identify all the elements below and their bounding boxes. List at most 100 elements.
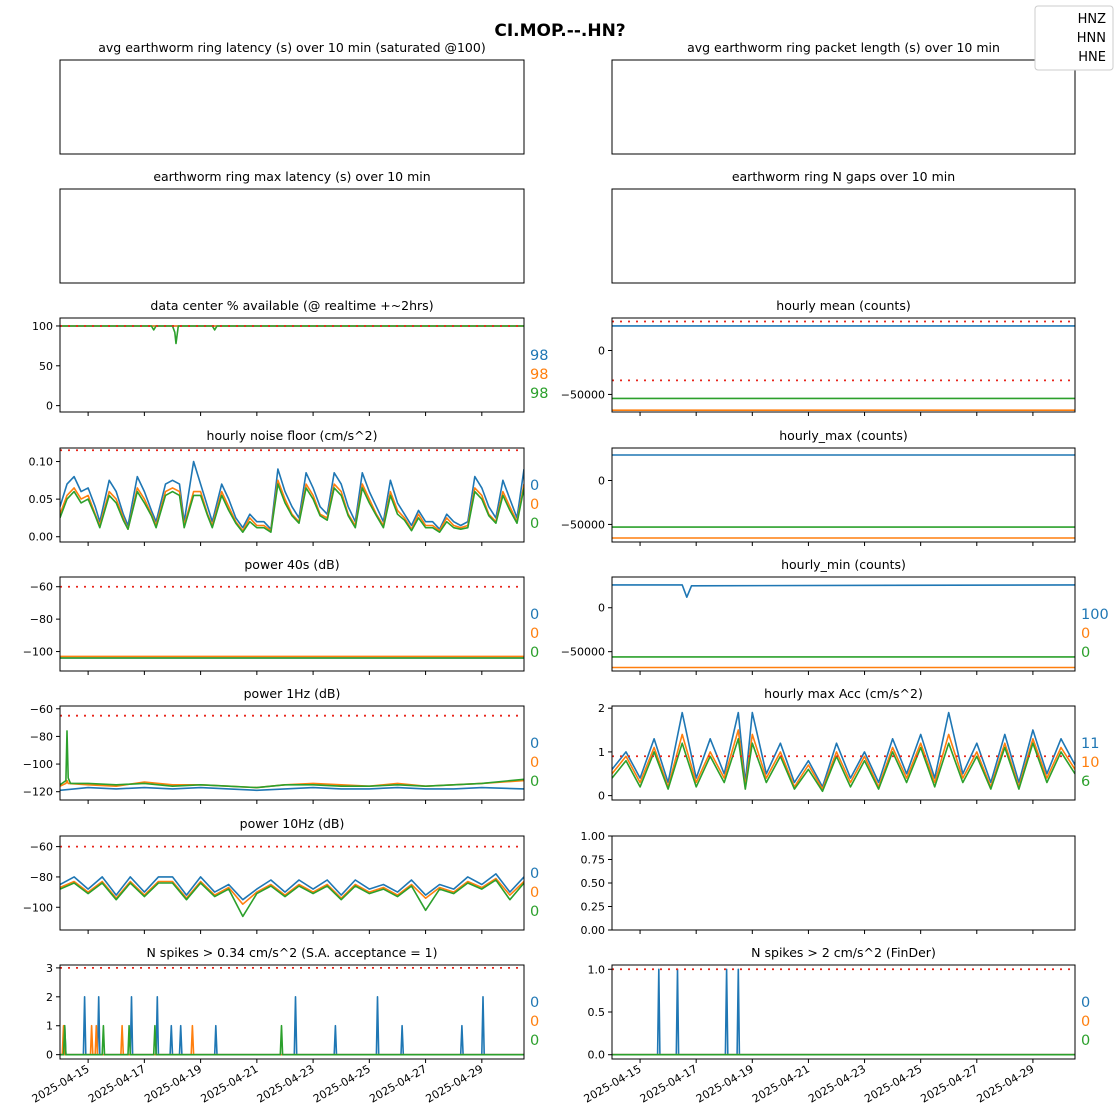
plot-area — [612, 320, 1075, 411]
side-value-hne: 0 — [1081, 645, 1090, 661]
panel-max-latency: earthworm ring max latency (s) over 10 m… — [59, 169, 525, 284]
panel-empty-panel: 0.00 0.25 0.50 0.75 1.00 — [581, 830, 1076, 937]
y-tick-label: −120 — [23, 786, 53, 799]
series-line-hnz — [612, 711, 1075, 788]
plot-frame — [611, 835, 1076, 931]
plot-area — [60, 714, 524, 792]
plot-area — [612, 454, 1075, 539]
plot-frame — [59, 705, 525, 801]
series-line-hne — [60, 879, 524, 918]
plot-area — [60, 845, 524, 918]
panel-title: hourly_max (counts) — [779, 428, 908, 443]
plot-area — [612, 968, 1075, 1056]
panel-title: data center % available (@ realtime +~2h… — [150, 298, 433, 313]
series-line-hnn — [612, 729, 1075, 790]
y-tick-label: 0.5 — [588, 1006, 606, 1019]
side-value-hnz: 0 — [530, 866, 539, 882]
plot-frame — [59, 835, 525, 931]
side-value-hnz: 100 — [1081, 607, 1109, 623]
y-tick-label: −50000 — [561, 518, 605, 531]
series-line-hnz — [60, 460, 524, 530]
panel-power-40s: power 40s (dB) −100 −80 −60 0 0 0 — [23, 557, 539, 675]
plot-frame — [611, 59, 1076, 155]
y-tick-label: −80 — [30, 613, 53, 626]
plot-frame — [59, 188, 525, 284]
panel-title: hourly mean (counts) — [776, 298, 910, 313]
plot-area — [60, 449, 524, 533]
y-tick-label: −60 — [30, 841, 53, 854]
side-value-hne: 0 — [530, 1033, 539, 1049]
panel-title: avg earthworm ring latency (s) over 10 m… — [98, 40, 485, 55]
y-tick-label: −100 — [23, 646, 53, 659]
y-tick-label: 1 — [598, 746, 605, 759]
y-tick-label: −60 — [30, 581, 53, 594]
y-tick-label: 1.00 — [581, 830, 606, 843]
legend-label-hnn: HNN — [1077, 31, 1106, 46]
plot-frame — [611, 964, 1076, 1060]
side-value-hnn: 0 — [1081, 626, 1090, 642]
plot-area — [60, 325, 524, 345]
panel-title: earthworm ring max latency (s) over 10 m… — [153, 169, 430, 184]
plot-frame — [611, 705, 1076, 801]
panel-power-10hz: power 10Hz (dB) −100 −80 −60 0 0 0 — [23, 816, 539, 934]
panel-hourly-max: hourly_max (counts) −50000 0 — [561, 428, 1076, 546]
plot-area — [612, 584, 1075, 669]
side-value-hnz: 0 — [530, 607, 539, 623]
panel-pct-available: data center % available (@ realtime +~2h… — [32, 298, 548, 416]
y-tick-label: 3 — [46, 962, 53, 975]
plot-area — [60, 966, 524, 1056]
panel-hourly-mean: hourly mean (counts) −50000 0 — [561, 298, 1076, 416]
side-value-hnz: 0 — [530, 736, 539, 752]
side-value-hne: 6 — [1081, 774, 1090, 790]
y-tick-label: 2 — [598, 702, 605, 715]
series-line-hne — [60, 325, 524, 345]
y-tick-label: −60 — [30, 703, 53, 716]
y-tick-label: 1 — [46, 1020, 53, 1033]
plot-frame — [59, 576, 525, 672]
plot-frame — [611, 188, 1076, 284]
panel-title: N spikes > 2 cm/s^2 (FinDer) — [751, 945, 936, 960]
series-line-hnz — [60, 873, 524, 901]
y-tick-label: 0.25 — [581, 901, 606, 914]
side-value-hnn: 0 — [530, 1014, 539, 1030]
side-value-hnn: 0 — [530, 755, 539, 771]
side-value-hnn: 0 — [1081, 1014, 1090, 1030]
y-tick-label: 1.0 — [588, 963, 606, 976]
y-tick-label: 0 — [598, 345, 605, 358]
y-tick-label: −50000 — [561, 646, 605, 659]
side-value-hne: 0 — [1081, 1033, 1090, 1049]
y-tick-label: 0.75 — [581, 854, 606, 867]
panel-hourly-min: hourly_min (counts) −50000 0 100 0 0 — [561, 557, 1109, 675]
side-value-hne: 0 — [530, 774, 539, 790]
y-tick-label: 0.05 — [29, 493, 54, 506]
series-line-hne — [60, 1024, 524, 1056]
y-tick-label: 0 — [598, 602, 605, 615]
plot-frame — [59, 317, 525, 413]
y-tick-label: 0.00 — [29, 531, 54, 544]
panel-title: power 10Hz (dB) — [240, 816, 345, 831]
series-line-hnn — [60, 877, 524, 905]
y-tick-label: −80 — [30, 871, 53, 884]
y-tick-label: −80 — [30, 730, 53, 743]
series-line-hnz — [60, 786, 524, 792]
plot-frame — [59, 964, 525, 1060]
side-value-hne: 0 — [530, 516, 539, 532]
side-value-hnn: 10 — [1081, 755, 1099, 771]
y-tick-label: 100 — [32, 320, 53, 333]
panel-avg-latency: avg earthworm ring latency (s) over 10 m… — [59, 40, 525, 155]
y-tick-label: −100 — [23, 758, 53, 771]
series-line-hne — [60, 730, 524, 789]
plot-frame — [611, 317, 1076, 413]
legend-box — [1034, 5, 1114, 71]
panel-title: hourly max Acc (cm/s^2) — [764, 686, 923, 701]
y-tick-label: 0.10 — [29, 456, 54, 469]
side-value-hne: 0 — [530, 904, 539, 920]
panel-avg-packet-length: avg earthworm ring packet length (s) ove… — [611, 40, 1076, 155]
panel-noise-floor: hourly noise floor (cm/s^2) 0.00 0.05 0.10 0… — [29, 428, 539, 546]
legend-label-hne: HNE — [1078, 50, 1106, 65]
side-value-hne: 98 — [530, 386, 548, 402]
side-value-hnz: 0 — [530, 478, 539, 494]
side-value-hnn: 0 — [530, 885, 539, 901]
